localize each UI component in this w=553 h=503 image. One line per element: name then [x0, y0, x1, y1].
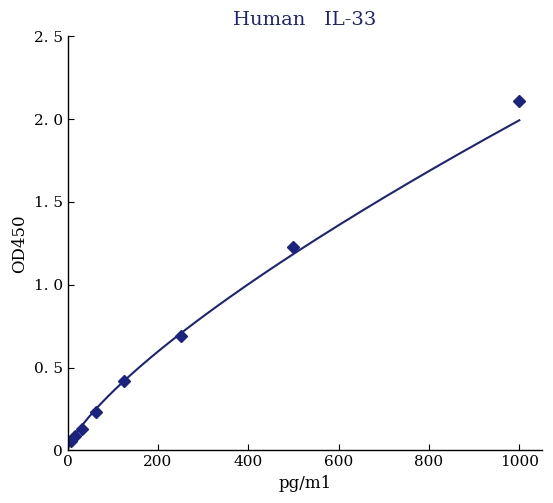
Y-axis label: OD450: OD450 — [11, 214, 28, 273]
Title: Human   IL-33: Human IL-33 — [233, 11, 377, 29]
X-axis label: pg/m1: pg/m1 — [278, 475, 331, 492]
